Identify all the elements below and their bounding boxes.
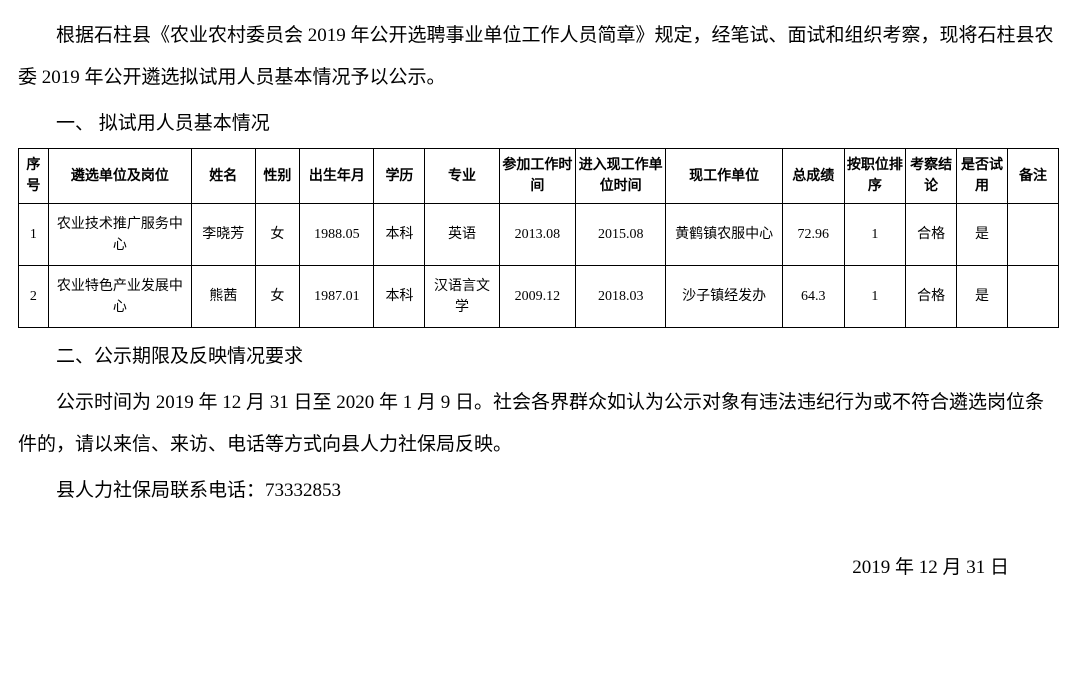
cell-current-unit: 沙子镇经发办 xyxy=(666,266,783,328)
footer-date: 2019 年 12 月 31 日 xyxy=(18,552,1009,579)
cell-major: 英语 xyxy=(425,204,499,266)
cell-seq: 2 xyxy=(19,266,49,328)
cell-work-time: 2013.08 xyxy=(499,204,575,266)
table-row: 1 农业技术推广服务中心 李晓芳 女 1988.05 本科 英语 2013.08… xyxy=(19,204,1059,266)
th-position: 遴选单位及岗位 xyxy=(48,149,191,204)
cell-gender: 女 xyxy=(255,266,300,328)
th-major: 专业 xyxy=(425,149,499,204)
cell-major: 汉语言文学 xyxy=(425,266,499,328)
cell-rank: 1 xyxy=(844,266,906,328)
table-row: 2 农业特色产业发展中心 熊茜 女 1987.01 本科 汉语言文学 2009.… xyxy=(19,266,1059,328)
th-enter-time: 进入现工作单位时间 xyxy=(576,149,666,204)
cell-conclusion: 合格 xyxy=(906,204,957,266)
th-seq: 序号 xyxy=(19,149,49,204)
cell-note xyxy=(1008,266,1059,328)
th-birth: 出生年月 xyxy=(300,149,374,204)
cell-score: 64.3 xyxy=(783,266,845,328)
cell-education: 本科 xyxy=(374,266,425,328)
th-current-unit: 现工作单位 xyxy=(666,149,783,204)
th-conclusion: 考察结论 xyxy=(906,149,957,204)
th-education: 学历 xyxy=(374,149,425,204)
cell-position: 农业特色产业发展中心 xyxy=(48,266,191,328)
th-rank: 按职位排序 xyxy=(844,149,906,204)
th-approved: 是否试用 xyxy=(957,149,1008,204)
cell-conclusion: 合格 xyxy=(906,266,957,328)
contact-line: 县人力社保局联系电话：73332853 xyxy=(18,470,1059,512)
th-work-time: 参加工作时间 xyxy=(499,149,575,204)
cell-seq: 1 xyxy=(19,204,49,266)
th-name: 姓名 xyxy=(191,149,255,204)
cell-gender: 女 xyxy=(255,204,300,266)
table-header-row: 序号 遴选单位及岗位 姓名 性别 出生年月 学历 专业 参加工作时间 进入现工作… xyxy=(19,149,1059,204)
cell-birth: 1988.05 xyxy=(300,204,374,266)
th-gender: 性别 xyxy=(255,149,300,204)
section2-heading: 二、公示期限及反映情况要求 xyxy=(18,336,1059,378)
cell-name: 熊茜 xyxy=(191,266,255,328)
section1-heading: 一、 拟试用人员基本情况 xyxy=(18,103,1059,145)
cell-score: 72.96 xyxy=(783,204,845,266)
cell-note xyxy=(1008,204,1059,266)
cell-rank: 1 xyxy=(844,204,906,266)
th-note: 备注 xyxy=(1008,149,1059,204)
cell-approved: 是 xyxy=(957,266,1008,328)
cell-position: 农业技术推广服务中心 xyxy=(48,204,191,266)
section2-paragraph: 公示时间为 2019 年 12 月 31 日至 2020 年 1 月 9 日。社… xyxy=(18,382,1059,466)
cell-education: 本科 xyxy=(374,204,425,266)
cell-current-unit: 黄鹤镇农服中心 xyxy=(666,204,783,266)
cell-work-time: 2009.12 xyxy=(499,266,575,328)
cell-enter-time: 2018.03 xyxy=(576,266,666,328)
intro-paragraph: 根据石柱县《农业农村委员会 2019 年公开选聘事业单位工作人员简章》规定，经笔… xyxy=(18,15,1059,99)
cell-approved: 是 xyxy=(957,204,1008,266)
cell-enter-time: 2015.08 xyxy=(576,204,666,266)
cell-birth: 1987.01 xyxy=(300,266,374,328)
personnel-table: 序号 遴选单位及岗位 姓名 性别 出生年月 学历 专业 参加工作时间 进入现工作… xyxy=(18,148,1059,328)
th-score: 总成绩 xyxy=(783,149,845,204)
cell-name: 李晓芳 xyxy=(191,204,255,266)
